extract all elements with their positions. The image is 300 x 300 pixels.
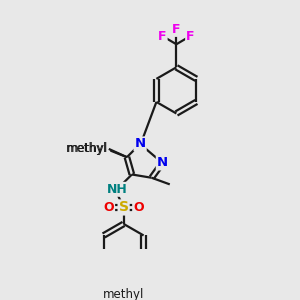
Text: S: S xyxy=(118,200,129,214)
Text: N: N xyxy=(157,156,168,170)
Text: methyl: methyl xyxy=(66,142,107,155)
Text: N: N xyxy=(134,137,146,151)
Text: NH: NH xyxy=(107,183,128,196)
Text: methyl: methyl xyxy=(103,288,144,300)
Text: F: F xyxy=(186,29,195,43)
Text: F: F xyxy=(158,29,166,43)
Text: O: O xyxy=(103,201,114,214)
Text: methyl: methyl xyxy=(67,142,108,155)
Text: F: F xyxy=(172,23,181,36)
Text: O: O xyxy=(133,201,144,214)
